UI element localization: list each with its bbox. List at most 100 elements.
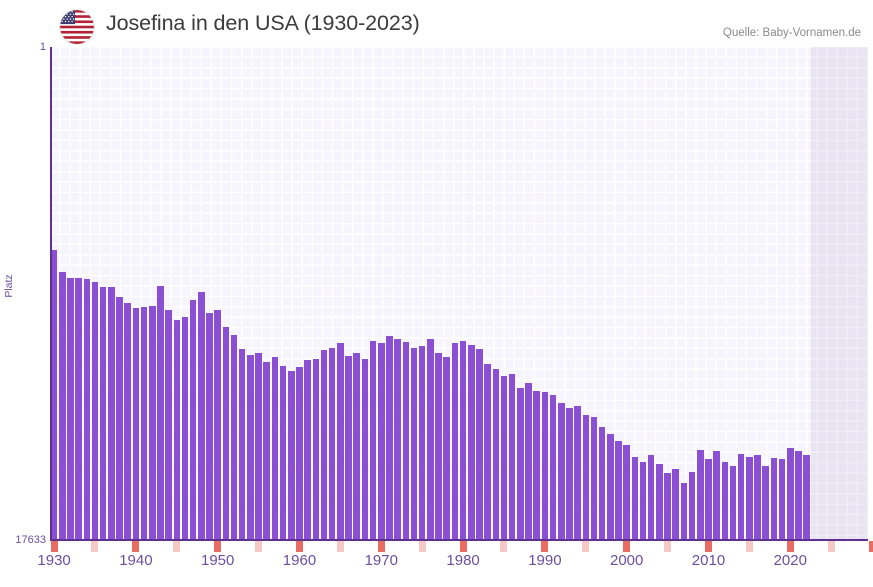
x-tick-1970	[377, 541, 385, 552]
bar-2019	[778, 459, 786, 540]
bar-1959	[288, 371, 295, 540]
bar-2014	[737, 453, 745, 540]
y-axis-line	[50, 47, 52, 541]
x-axis-ticks	[50, 541, 873, 553]
bar-1964	[328, 347, 336, 540]
bar-1970	[378, 343, 385, 540]
bar-1965	[337, 343, 344, 540]
bar-1988	[525, 382, 532, 540]
bar-1936	[99, 287, 107, 540]
x-axis-line	[50, 539, 868, 541]
y-axis-top-label: 1	[39, 41, 46, 53]
bar-1987	[517, 388, 524, 540]
x-tick-1945	[173, 541, 181, 552]
bar-1963	[320, 350, 328, 540]
x-tick-1980	[459, 541, 467, 552]
bar-1935	[91, 281, 99, 540]
bar-1994	[574, 406, 581, 540]
bar-1980	[459, 340, 467, 540]
bar-1972	[394, 339, 401, 540]
bar-1979	[451, 343, 459, 540]
x-tick-2005	[664, 541, 672, 552]
x-tick-1935	[91, 541, 99, 552]
x-axis-label-1970: 1970	[364, 552, 398, 569]
bar-1956	[263, 361, 271, 540]
bar-2008	[688, 471, 696, 540]
x-axis-label-1940: 1940	[119, 552, 153, 569]
bar-1953	[238, 348, 246, 540]
bar-1932	[67, 277, 74, 540]
bar-2003	[647, 455, 655, 540]
bar-1992	[557, 403, 565, 540]
bar-1954	[247, 354, 254, 540]
bar-1938	[116, 297, 123, 540]
bar-1945	[173, 319, 181, 540]
bar-1999	[615, 441, 622, 540]
bar-2001	[631, 456, 639, 540]
bar-1946	[181, 316, 189, 540]
bar-2007	[680, 483, 688, 540]
bar-1939	[124, 302, 131, 540]
bar-1952	[230, 334, 238, 540]
x-axis-label-2020: 2020	[773, 552, 807, 569]
bar-1933	[75, 277, 82, 540]
x-axis-label-1990: 1990	[528, 552, 562, 569]
x-tick-1995	[582, 541, 590, 552]
bar-2021	[795, 451, 802, 540]
bar-1985	[500, 375, 508, 540]
x-tick-1965	[336, 541, 344, 552]
bar-1951	[222, 326, 230, 540]
chart-header: Josefina in den USA (1930-2023) Quelle: …	[0, 0, 873, 47]
x-axis-label-1930: 1930	[37, 552, 71, 569]
bar-1997	[598, 427, 606, 540]
bar-1973	[402, 341, 410, 540]
x-axis-label-2000: 2000	[610, 552, 644, 569]
bar-1984	[492, 368, 500, 540]
bar-1977	[435, 353, 442, 540]
bar-1948	[198, 291, 205, 540]
bar-2002	[639, 462, 647, 540]
bar-1934	[83, 279, 91, 540]
bar-1996	[590, 417, 598, 540]
bar-1981	[467, 344, 475, 540]
x-axis-label-1960: 1960	[282, 552, 317, 569]
x-tick-1955	[255, 541, 263, 552]
bar-1998	[607, 434, 614, 540]
x-axis-labels: 1930 1940 1950 1960 1970 1980 1990 2000 2010 2020	[37, 552, 868, 582]
bar-series	[50, 47, 868, 540]
page-title: Josefina in den USA (1930-2023)	[106, 11, 420, 35]
x-tick-1975	[418, 541, 426, 552]
bar-1931	[58, 272, 66, 540]
bar-1969	[369, 340, 377, 540]
bar-1989	[533, 390, 540, 540]
bar-2005	[664, 473, 671, 540]
bar-2022	[803, 455, 810, 540]
x-tick-1940	[132, 541, 140, 552]
bar-2006	[672, 469, 680, 540]
source-label: Quelle: Baby-Vornamen.de	[722, 27, 861, 39]
bar-2004	[656, 463, 663, 540]
us-flag-icon	[60, 10, 94, 44]
bar-1971	[386, 336, 393, 540]
bar-1991	[549, 395, 557, 540]
bar-1937	[108, 287, 115, 540]
bar-2020	[787, 448, 794, 540]
plot-area	[50, 47, 868, 541]
y-axis-title: Platz	[3, 274, 15, 298]
bar-1958	[279, 365, 287, 540]
bar-1974	[410, 347, 418, 540]
bar-1967	[353, 353, 360, 540]
x-tick-1960	[295, 541, 303, 552]
bar-1944	[165, 309, 172, 540]
bar-1930	[50, 249, 58, 540]
bar-1961	[304, 360, 311, 540]
bar-2011	[713, 451, 720, 540]
bar-2016	[754, 455, 761, 540]
x-tick-2030	[868, 541, 873, 552]
x-tick-1950	[214, 541, 222, 552]
bar-1975	[418, 346, 426, 540]
x-tick-1985	[500, 541, 508, 552]
bar-2013	[729, 466, 737, 540]
bar-1940	[132, 308, 140, 540]
